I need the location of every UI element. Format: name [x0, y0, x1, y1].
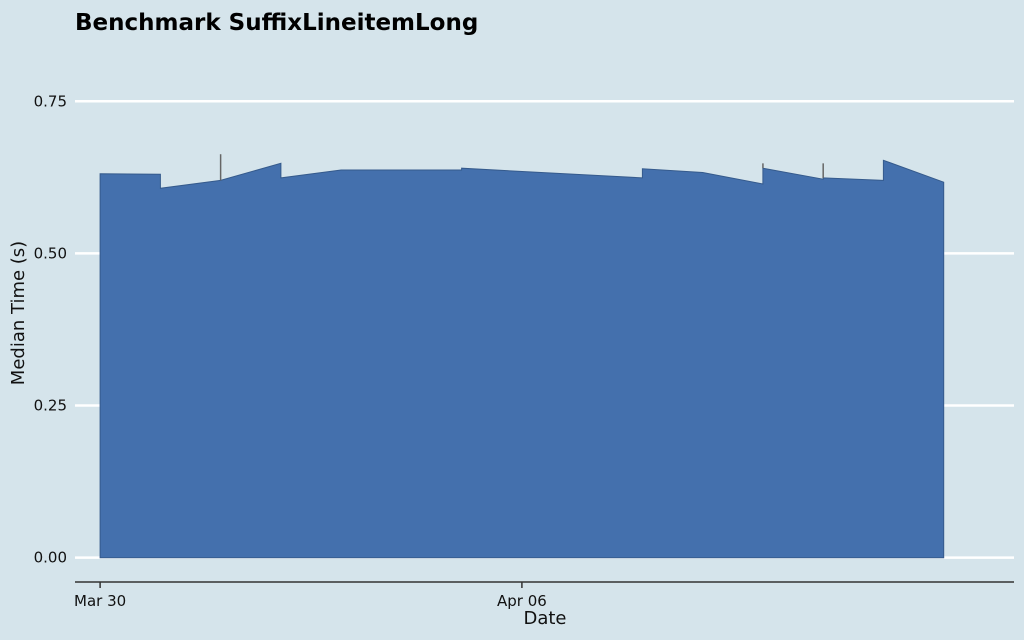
y-tick-label: 0.50	[34, 244, 67, 262]
x-axis-title: Date	[523, 608, 566, 629]
x-axis-ticks: Mar 30 Apr 06	[74, 582, 547, 610]
y-tick-label: 0.75	[34, 92, 67, 110]
x-tick-label: Apr 06	[497, 592, 547, 610]
error-bars	[219, 154, 824, 181]
y-axis-ticks: 0.00 0.25 0.50 0.75	[34, 92, 67, 566]
plot-area	[99, 159, 945, 559]
x-tick-label: Mar 30	[74, 592, 126, 610]
y-tick-label: 0.00	[34, 549, 67, 567]
y-axis-title: Median Time (s)	[8, 241, 29, 385]
series-area	[99, 159, 945, 559]
y-tick-label: 0.25	[34, 397, 67, 415]
chart-title: Benchmark SuffixLineitemLong	[75, 10, 478, 36]
